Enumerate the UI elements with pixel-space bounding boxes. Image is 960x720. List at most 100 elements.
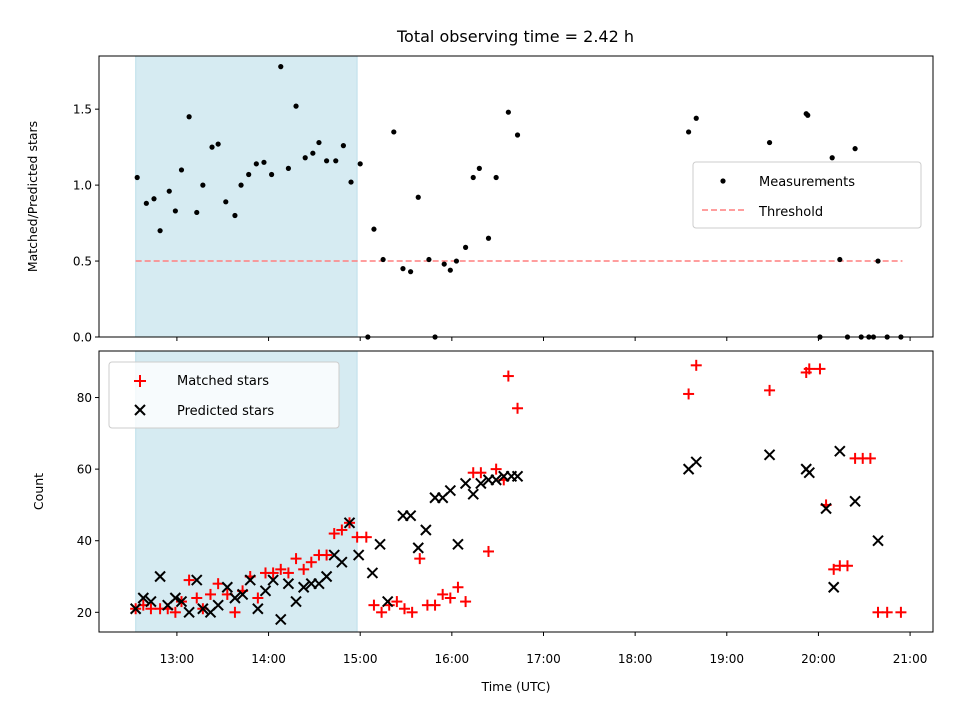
predicted-star-point <box>872 535 884 547</box>
measurement-point <box>766 139 773 146</box>
measurement-point <box>186 114 192 120</box>
measurement-point <box>453 258 460 264</box>
matched-star-point <box>282 567 294 579</box>
predicted-star-point <box>820 502 832 515</box>
predicted-star-point <box>244 574 256 586</box>
matched-star-point <box>881 606 893 618</box>
matched-star-point <box>398 603 410 615</box>
measurement-point <box>246 171 252 178</box>
matched-star-point <box>336 524 348 536</box>
matched-star-point <box>414 553 426 565</box>
matched-star-point <box>298 563 310 575</box>
matched-star-point <box>267 567 279 579</box>
ratio-legend-box <box>692 161 922 229</box>
count-axes-frame <box>98 350 934 633</box>
predicted-star-point <box>490 474 502 486</box>
measurement-point <box>348 179 354 185</box>
measurement-point <box>485 235 492 241</box>
predicted-star-point <box>336 556 348 568</box>
predicted-star-point <box>267 574 279 586</box>
x-tick-label: 21:00 <box>893 652 928 666</box>
matched-star-point <box>490 463 502 475</box>
measurement-point <box>400 266 406 272</box>
matched-star-point <box>828 563 840 575</box>
measurement-point <box>215 141 221 147</box>
matched-star-point <box>391 596 403 608</box>
predicted-star-point <box>404 509 417 522</box>
predicted-star-point <box>229 592 241 604</box>
matched-star-point <box>252 592 264 604</box>
matched-star-point <box>512 402 524 414</box>
predicted-star-point <box>183 606 195 619</box>
predicted-star-point <box>828 581 840 593</box>
measurement-point <box>261 159 267 165</box>
measurement-point <box>178 167 185 173</box>
matched-star-point <box>452 581 464 593</box>
measurement-point <box>278 64 284 70</box>
measurement-point <box>829 155 835 161</box>
ratio-y-axis-label: Matched/Predicted stars <box>25 121 40 272</box>
predicted-star-point <box>803 466 815 479</box>
predicted-star-point <box>420 524 432 536</box>
matched-star-point <box>183 574 195 586</box>
matched-stars-legend-label: Matched stars <box>177 374 269 389</box>
predicted-star-point <box>475 477 487 490</box>
matched-star-point <box>169 606 181 618</box>
measurement-point <box>293 103 299 109</box>
measurement-point <box>470 174 476 181</box>
predicted-star-point <box>366 567 379 579</box>
matched-star-point <box>841 560 853 572</box>
measurement-point <box>476 165 482 171</box>
matched-star-point <box>460 596 472 608</box>
predicted-star-point <box>381 595 394 608</box>
matched-star-point <box>205 588 217 600</box>
measurement-point <box>166 188 172 194</box>
measurement-point <box>837 256 843 263</box>
chart-title: Total observing time = 2.42 h <box>396 27 634 46</box>
observing-window-span <box>135 55 358 338</box>
count-panel: 20 40 60 80 13:00 14:00 15:00 16:00 17:00 18:00 19… <box>31 350 934 694</box>
x-tick-label: 15:00 <box>343 652 378 666</box>
measurement-point <box>151 196 157 202</box>
measurement-point <box>269 171 275 178</box>
count-y-tick-label: 20 <box>77 606 92 620</box>
measurement-point <box>380 256 386 263</box>
measurement-point <box>441 261 447 267</box>
matched-star-point <box>864 452 876 464</box>
matched-star-point <box>444 592 456 604</box>
ratio-y-tick-label: 0.5 <box>73 255 92 269</box>
measurement-point <box>200 182 206 188</box>
measurement-point <box>391 129 397 135</box>
measurement-point <box>253 161 259 167</box>
matched-star-point <box>191 592 203 604</box>
predicted-star-point <box>275 613 287 626</box>
ratio-y-tick-label: 0.0 <box>73 331 92 345</box>
measurement-point <box>223 199 229 205</box>
x-tick-label: 20:00 <box>801 652 836 666</box>
predicted-star-point <box>236 588 249 601</box>
x-tick-label: 16:00 <box>435 652 470 666</box>
matched-star-point <box>360 531 372 543</box>
predicted-star-point <box>374 538 386 551</box>
measurement-point <box>285 165 292 171</box>
ratio-y-tick-label: 1.5 <box>73 103 92 117</box>
predicted-star-point <box>252 603 264 615</box>
measurement-point <box>426 256 432 263</box>
measurement-point <box>852 146 858 152</box>
measurement-point <box>323 158 330 164</box>
measurement-point <box>415 194 421 200</box>
matched-star-point <box>814 363 826 375</box>
count-legend: Matched stars Predicted stars <box>108 361 340 429</box>
predicted-star-point <box>221 581 234 593</box>
measurement-point <box>357 161 363 167</box>
predicted-star-point <box>444 484 457 497</box>
predicted-star-point <box>197 603 209 615</box>
matched-star-point <box>376 606 388 618</box>
measurement-point <box>238 182 244 188</box>
x-axis-label: Time (UTC) <box>480 679 550 694</box>
matched-star-point <box>475 467 487 479</box>
matched-star-point <box>895 606 907 618</box>
predicted-star-point <box>459 477 472 490</box>
threshold-legend-label: Threshold <box>758 205 823 220</box>
